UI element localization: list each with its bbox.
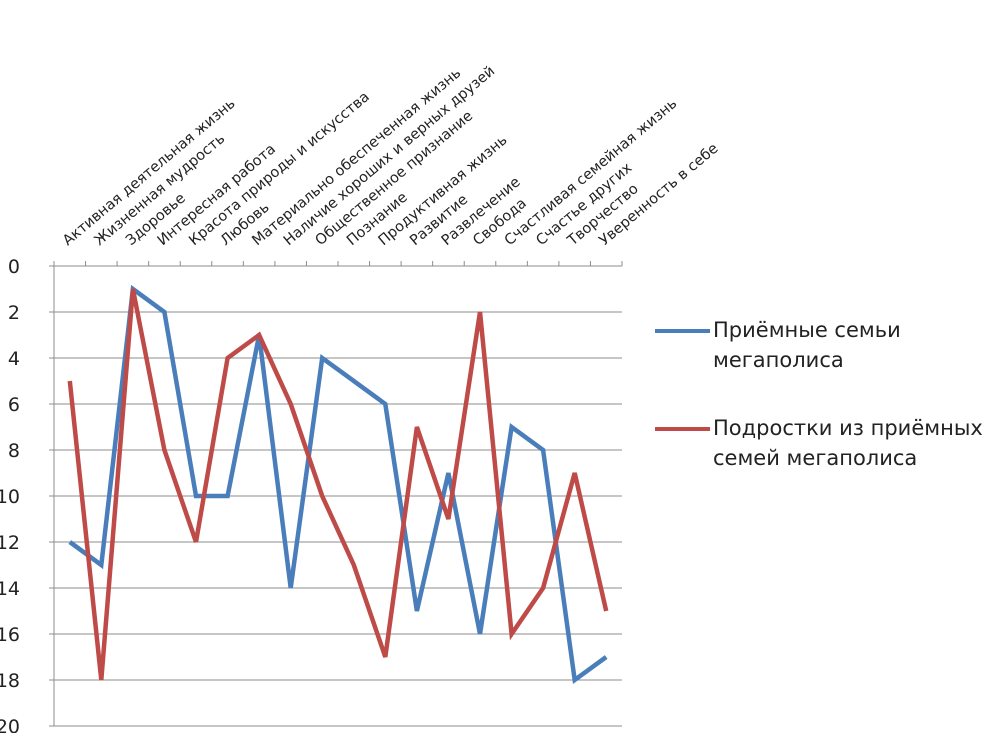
y-tick-label: 0	[8, 256, 20, 278]
legend-label-series-2: Подростки из приёмных семей мегаполиса	[713, 413, 994, 473]
y-tick-label: 6	[8, 394, 20, 416]
legend-label-series-1: Приёмные семьи мегаполиса	[713, 315, 994, 375]
y-tick-label: 20	[0, 716, 20, 733]
y-tick-label: 2	[8, 302, 20, 324]
series-line-2	[67, 288, 609, 681]
legend-swatch-series-2	[655, 427, 710, 431]
legend-swatch-series-1	[655, 329, 710, 333]
y-tick-label: 8	[8, 440, 20, 462]
y-tick-label: 14	[0, 578, 20, 600]
y-tick-label: 16	[0, 624, 20, 646]
legend-label-line: Подростки из приёмных	[713, 416, 983, 440]
y-tick-label: 10	[0, 486, 20, 508]
legend-label-line: Приёмные семьи	[713, 318, 901, 342]
y-tick-label: 4	[8, 348, 20, 370]
legend-label-line: мегаполиса	[713, 348, 844, 372]
y-tick-label: 18	[0, 670, 20, 692]
y-tick-label: 12	[0, 532, 20, 554]
series-line-1	[68, 284, 608, 685]
legend-label-line: семей мегаполиса	[713, 446, 918, 470]
